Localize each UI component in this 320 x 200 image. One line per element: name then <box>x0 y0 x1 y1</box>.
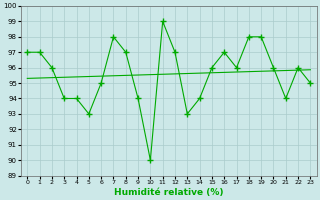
X-axis label: Humidité relative (%): Humidité relative (%) <box>114 188 224 197</box>
